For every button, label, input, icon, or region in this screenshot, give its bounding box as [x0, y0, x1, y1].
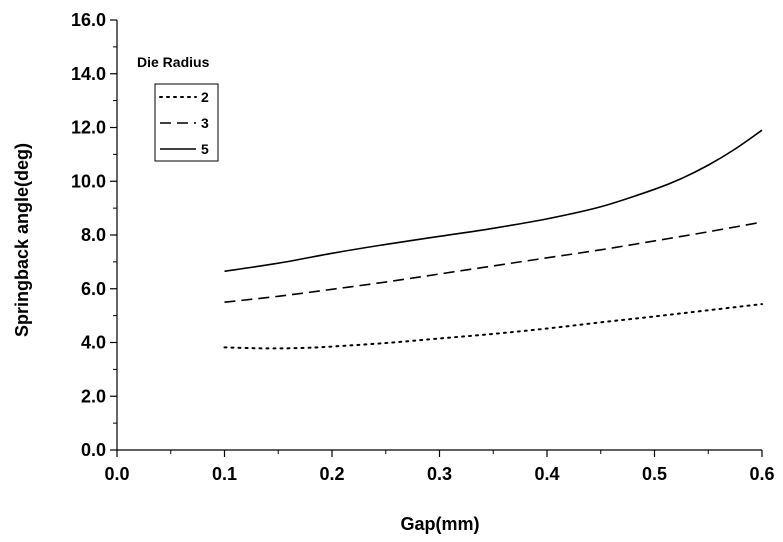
x-tick-label: 0.5: [642, 464, 667, 484]
y-axis-title: Springback angle(deg): [12, 143, 32, 337]
y-tick-label: 4.0: [81, 333, 106, 353]
series-line-5: [224, 129, 763, 273]
legend-label-5: 5: [201, 141, 209, 157]
y-tick-label: 6.0: [81, 279, 106, 299]
series-line-2: [223, 303, 763, 350]
legend-box: [154, 83, 219, 162]
tick-labels: 0.0 2.0 4.0 6.0 8.0 10.0 12.0 14.0 16.0 0.0 0.1 0.2…: [71, 10, 775, 484]
y-tick-label: 12.0: [71, 118, 106, 138]
y-tick-label: 14.0: [71, 64, 106, 84]
x-tick-label: 0.2: [319, 464, 344, 484]
legend: Die Radius 2 3 5: [137, 54, 219, 162]
series-lines: [223, 129, 763, 350]
x-tick-label: 0.4: [534, 464, 559, 484]
tick-marks: [110, 19, 763, 457]
series-line-3: [224, 221, 763, 303]
x-tick-label: 0.6: [749, 464, 774, 484]
x-tick-label: 0.1: [212, 464, 237, 484]
x-tick-label: 0.3: [427, 464, 452, 484]
y-tick-label: 16.0: [71, 10, 106, 30]
y-tick-label: 8.0: [81, 225, 106, 245]
y-tick-label: 10.0: [71, 171, 106, 191]
x-tick-label: 0.0: [104, 464, 129, 484]
legend-label-3: 3: [201, 115, 209, 131]
legend-title: Die Radius: [137, 54, 210, 70]
legend-label-2: 2: [201, 89, 209, 105]
y-tick-label: 2.0: [81, 386, 106, 406]
y-tick-label: 0.0: [81, 440, 106, 460]
legend-entries: 2 3 5: [159, 89, 209, 157]
x-axis-title: Gap(mm): [400, 514, 479, 534]
